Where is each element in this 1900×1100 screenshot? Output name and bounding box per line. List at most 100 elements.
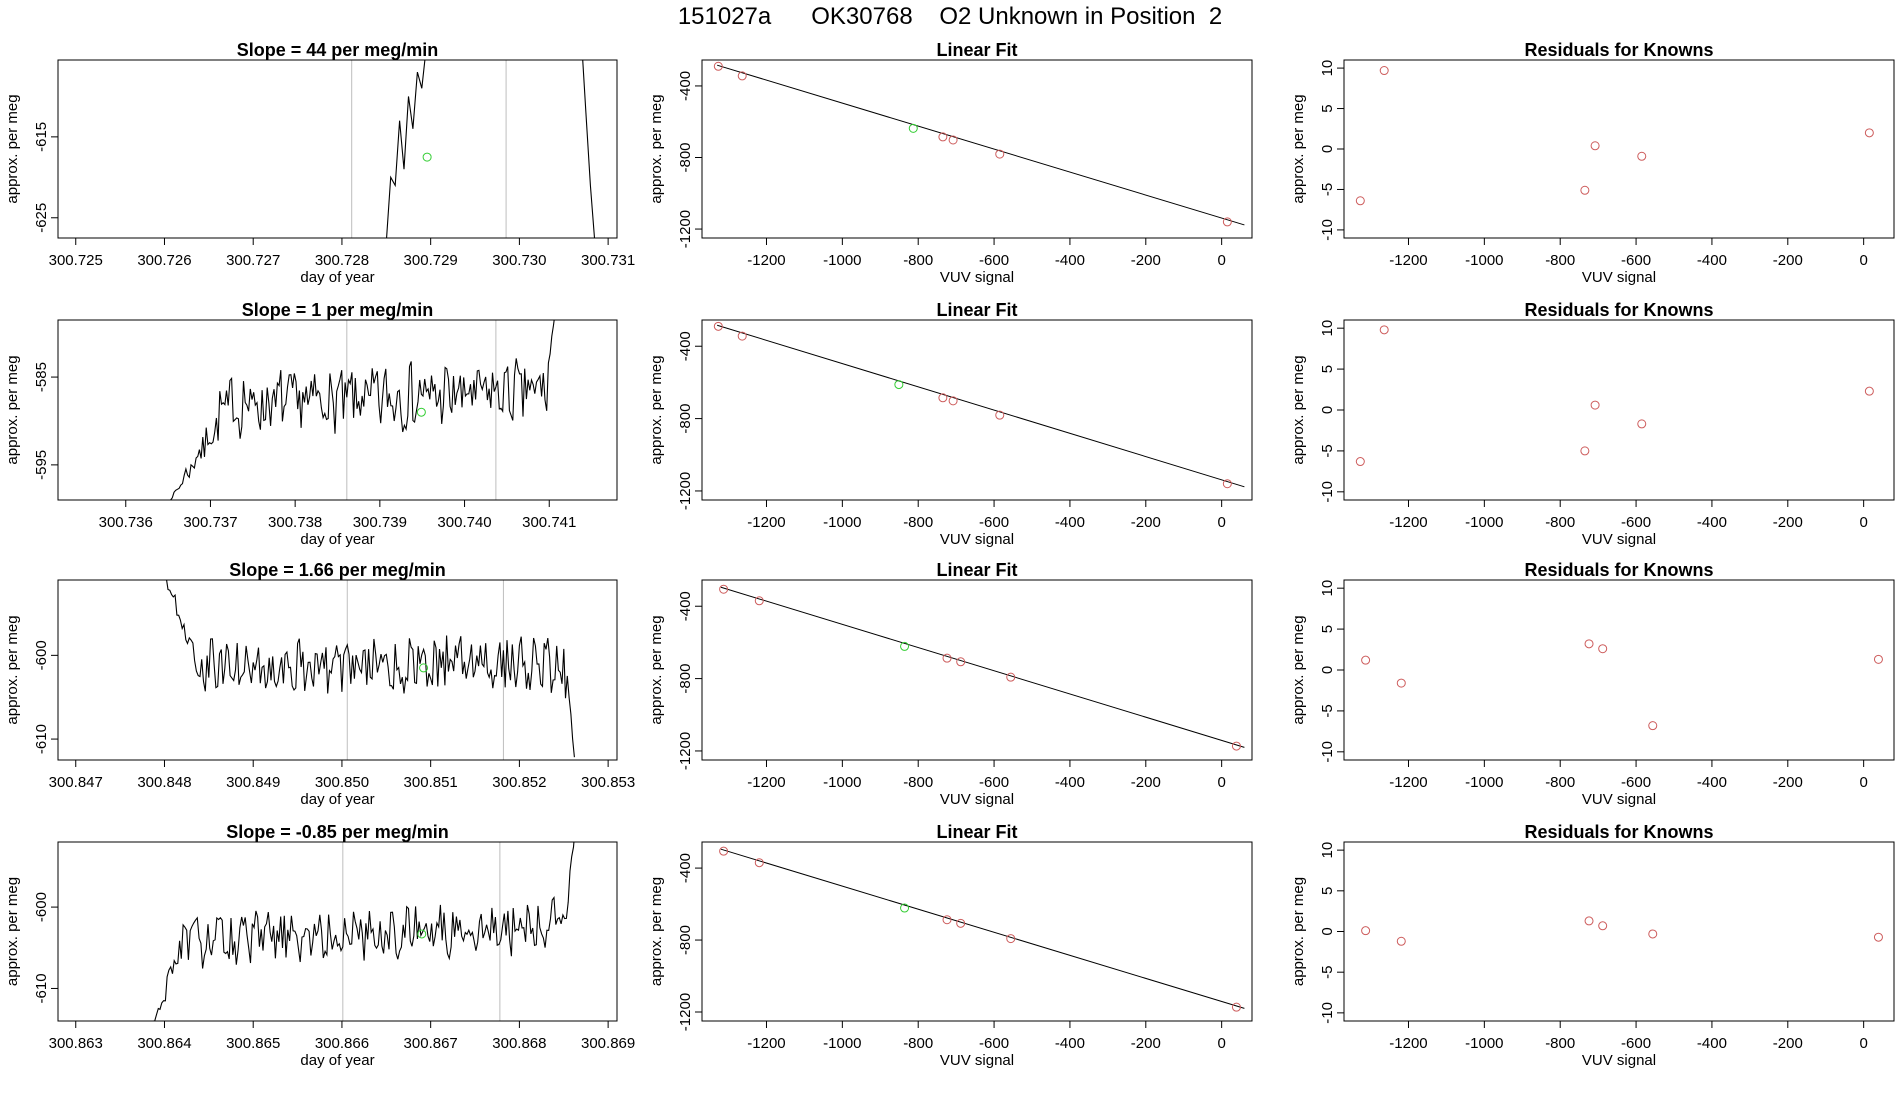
known-point — [942, 915, 952, 925]
x-tick-label: -800 — [1545, 1035, 1575, 1052]
x-tick-label: -400 — [1697, 1035, 1727, 1052]
y-axis-label: approx. per meg — [648, 94, 665, 203]
y-tick-label: -585 — [33, 362, 50, 392]
y-tick-label: 5 — [1319, 625, 1336, 633]
x-tick-label: -400 — [1055, 1035, 1085, 1052]
fit-line — [717, 64, 1245, 226]
plot-area — [166, 580, 575, 760]
residual-point — [1361, 926, 1371, 936]
x-tick-label: -200 — [1773, 1035, 1803, 1052]
unknown-point — [900, 903, 910, 913]
known-point — [754, 858, 764, 868]
y-tick-label: 0 — [1319, 406, 1336, 414]
plot-area — [152, 842, 575, 1021]
residual-point — [1584, 639, 1594, 649]
x-axis-label: VUV signal — [940, 269, 1014, 286]
x-tick-label: -400 — [1697, 514, 1727, 531]
x-tick-label: 0 — [1859, 514, 1867, 531]
x-tick-label: 300.852 — [492, 774, 546, 791]
panel-title: Residuals for Knowns — [1524, 822, 1713, 842]
panel-title: Residuals for Knowns — [1524, 40, 1713, 60]
x-tick-label: 300.864 — [137, 1035, 191, 1052]
residual-point — [1361, 655, 1371, 665]
x-tick-label: 300.867 — [404, 1035, 458, 1052]
residual-point — [1864, 386, 1874, 396]
x-tick-label: 300.850 — [315, 774, 369, 791]
y-tick-label: 5 — [1319, 365, 1336, 373]
x-tick-label: -1200 — [1389, 774, 1427, 791]
linear-fit-3: Linear Fit -1200 -1000 -800 -600 -400 -200 0 -40… — [648, 560, 1253, 808]
plot-area — [1361, 639, 1883, 731]
plot-area — [1355, 325, 1874, 467]
x-tick-label: 300.730 — [492, 252, 546, 269]
y-axis-label: approx. per meg — [4, 877, 21, 986]
y-axis-label: approx. per meg — [4, 94, 21, 203]
x-axis-label: day of year — [300, 269, 374, 286]
x-tick-label: 0 — [1859, 1035, 1867, 1052]
x-tick-label: -800 — [1545, 774, 1575, 791]
y-axis-label: approx. per meg — [4, 615, 21, 724]
y-tick-label: -10 — [1319, 741, 1336, 763]
x-tick-label: -800 — [1545, 514, 1575, 531]
x-axis-label: VUV signal — [1582, 791, 1656, 808]
time-series-2: Slope = 1 per meg/min 300.736 300.737 300.7… — [4, 300, 618, 548]
y-tick-label: -800 — [677, 404, 694, 434]
x-tick-label: -1000 — [823, 774, 861, 791]
residual-point — [1580, 185, 1590, 195]
plot-frame — [701, 841, 1253, 1022]
x-tick-label: 300.731 — [581, 252, 635, 269]
x-tick-label: -400 — [1697, 774, 1727, 791]
panel-title: Residuals for Knowns — [1524, 300, 1713, 320]
x-tick-label: -200 — [1131, 252, 1161, 269]
known-point — [1222, 217, 1232, 227]
panel-title: Slope = 1 per meg/min — [242, 300, 434, 320]
x-tick-label: 300.741 — [522, 514, 576, 531]
y-tick-label: -610 — [33, 973, 50, 1003]
known-point — [956, 918, 966, 928]
y-tick-label: -595 — [33, 450, 50, 480]
plot-area — [1361, 916, 1883, 946]
fit-line — [720, 586, 1245, 748]
panel-title: Slope = -0.85 per meg/min — [226, 822, 449, 842]
x-tick-label: -1200 — [1389, 1035, 1427, 1052]
residual-point — [1379, 325, 1389, 335]
x-tick-label: -1000 — [1465, 514, 1503, 531]
y-tick-label: -1200 — [677, 993, 694, 1031]
residual-point — [1379, 66, 1389, 76]
plot-frame — [1343, 319, 1895, 501]
y-tick-label: -600 — [33, 640, 50, 670]
known-point — [995, 410, 1005, 420]
y-tick-label: 0 — [1319, 666, 1336, 674]
x-tick-label: -1200 — [1389, 514, 1427, 531]
x-tick-label: 300.728 — [315, 252, 369, 269]
x-tick-label: 0 — [1217, 774, 1225, 791]
x-axis-label: VUV signal — [940, 791, 1014, 808]
known-point — [754, 596, 764, 606]
known-point — [1006, 934, 1016, 944]
x-tick-label: -800 — [903, 1035, 933, 1052]
y-tick-label: -400 — [677, 71, 694, 101]
x-tick-label: 300.739 — [353, 514, 407, 531]
plot-frame — [701, 579, 1253, 761]
x-tick-label: 300.726 — [137, 252, 191, 269]
x-tick-label: -200 — [1773, 514, 1803, 531]
plot-frame — [57, 841, 618, 1022]
x-tick-label: -1200 — [747, 1035, 785, 1052]
residuals-1: Residuals for Knowns-1200 -1000 -800 -600 -4… — [1290, 40, 1895, 286]
y-tick-label: 0 — [1319, 145, 1336, 153]
x-tick-label: 300.853 — [581, 774, 635, 791]
y-axis-label: approx. per meg — [648, 615, 665, 724]
x-tick-label: 300.868 — [492, 1035, 546, 1052]
known-point — [948, 396, 958, 406]
y-tick-label: -5 — [1319, 966, 1336, 979]
x-tick-label: 300.866 — [315, 1035, 369, 1052]
residual-point — [1598, 644, 1608, 654]
y-tick-label: -5 — [1319, 183, 1336, 196]
residual-point — [1864, 128, 1874, 138]
y-axis-label: approx. per meg — [1290, 355, 1307, 464]
fit-line — [720, 848, 1245, 1009]
y-tick-label: -5 — [1319, 444, 1336, 457]
x-tick-label: -1000 — [1465, 252, 1503, 269]
panel-title: Slope = 44 per meg/min — [237, 40, 439, 60]
